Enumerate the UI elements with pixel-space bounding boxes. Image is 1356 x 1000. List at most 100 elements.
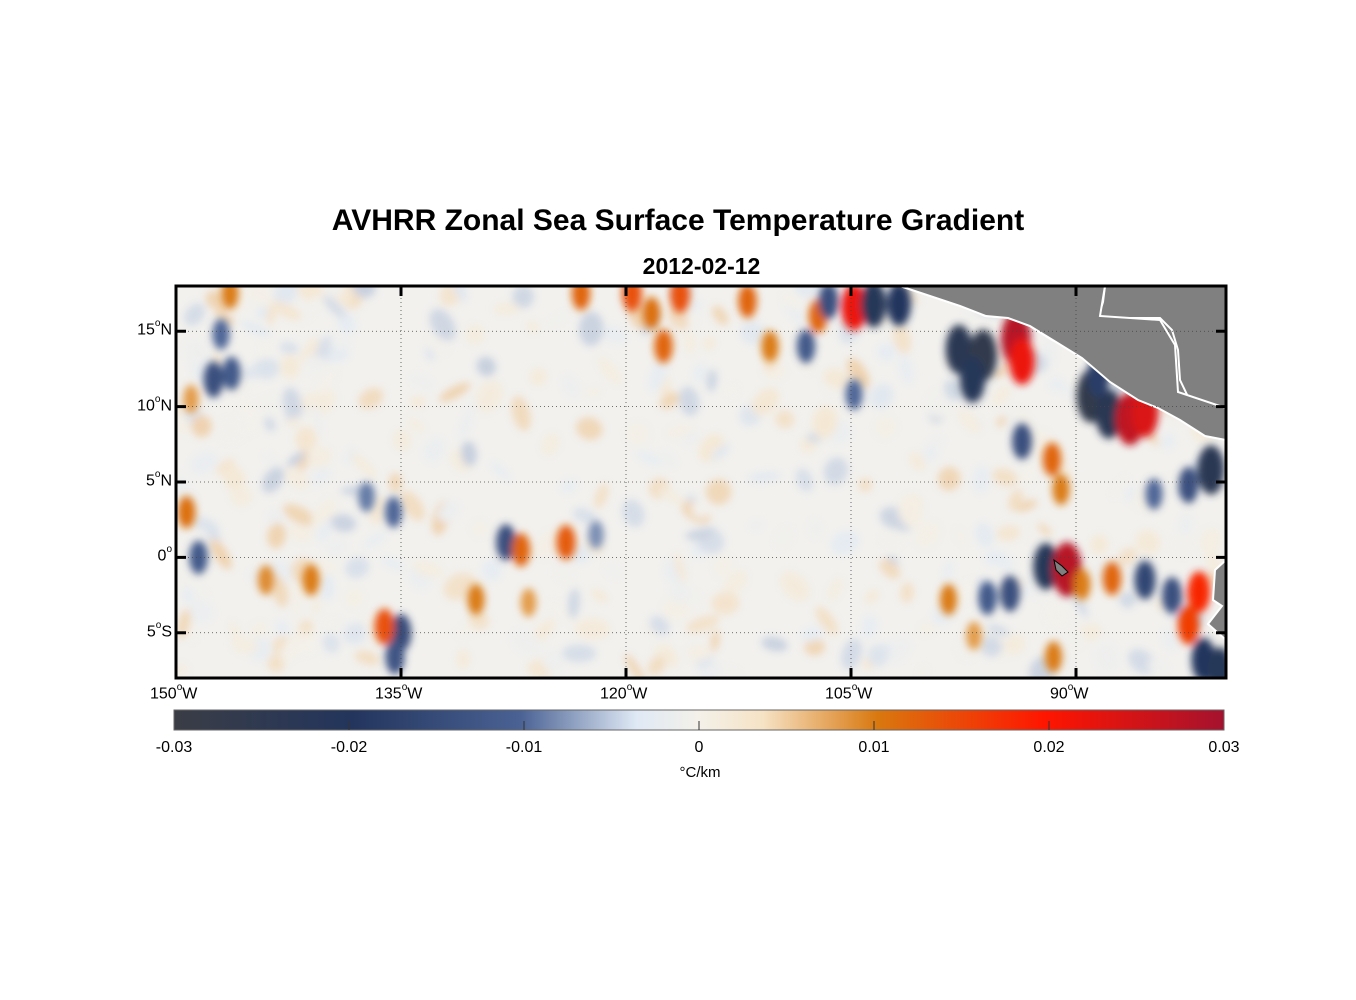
gradient-anomaly <box>511 533 531 567</box>
texture-blob <box>280 354 301 379</box>
tick-hemisphere: S <box>161 623 172 641</box>
texture-blob <box>578 311 604 346</box>
texture-blob <box>223 467 246 491</box>
gradient-anomaly <box>1162 577 1182 614</box>
tick-hemisphere: W <box>182 685 198 703</box>
texture-blob <box>231 637 258 654</box>
texture-blob <box>534 529 563 559</box>
texture-blob <box>1128 648 1155 674</box>
texture-blob <box>801 627 823 642</box>
texture-blob <box>184 303 206 326</box>
texture-blob <box>343 622 369 645</box>
texture-blob <box>1027 574 1044 600</box>
texture-blob <box>262 452 282 471</box>
texture-blob <box>300 295 322 323</box>
texture-blob <box>409 374 435 391</box>
texture-blob <box>311 598 322 615</box>
texture-blob <box>585 387 603 397</box>
texture-blob <box>285 466 309 490</box>
texture-blob <box>571 544 591 563</box>
texture-blob <box>1147 660 1169 673</box>
texture-blob <box>897 495 923 528</box>
gradient-anomaly <box>940 584 957 616</box>
texture-blob <box>531 618 556 644</box>
texture-blob <box>240 321 272 337</box>
y-tick-label: 5oS <box>147 620 172 641</box>
texture-blob <box>603 563 622 579</box>
texture-blob <box>1034 522 1053 537</box>
texture-blob <box>775 410 795 429</box>
texture-blob <box>279 342 299 354</box>
texture-blob <box>1069 586 1089 618</box>
texture-blob <box>189 451 218 475</box>
texture-blob <box>176 419 191 435</box>
gradient-anomaly <box>221 286 239 309</box>
texture-blob <box>329 338 344 350</box>
texture-blob <box>574 618 611 640</box>
texture-blob <box>991 384 1011 407</box>
texture-blob <box>861 615 878 639</box>
tick-hemisphere: W <box>857 685 873 703</box>
texture-blob <box>1025 519 1039 543</box>
texture-blob <box>723 570 748 596</box>
texture-blob <box>526 321 540 334</box>
texture-blob <box>1119 591 1136 608</box>
texture-blob <box>625 421 650 447</box>
gradient-anomaly <box>670 286 690 314</box>
texture-blob <box>253 357 280 380</box>
texture-blob <box>682 430 701 446</box>
degree-symbol: o <box>1067 682 1074 693</box>
texture-blob <box>256 306 270 320</box>
texture-blob <box>1020 463 1038 487</box>
texture-blob <box>468 612 490 630</box>
texture-blob <box>392 429 412 451</box>
gradient-anomaly <box>796 329 816 364</box>
gradient-anomaly <box>1042 442 1062 477</box>
gradient-anomaly <box>520 588 537 617</box>
texture-blob <box>996 525 1021 541</box>
texture-blob <box>830 530 859 555</box>
texture-blob <box>423 437 446 463</box>
texture-blob <box>678 386 700 416</box>
texture-blob <box>541 432 560 456</box>
degree-symbol: o <box>154 469 161 480</box>
texture-blob <box>972 465 991 494</box>
texture-blob <box>888 637 910 663</box>
texture-blob <box>271 301 303 321</box>
texture-blob <box>944 379 962 401</box>
texture-blob <box>1014 499 1038 512</box>
texture-blob <box>975 522 994 548</box>
gradient-anomaly <box>374 608 395 645</box>
texture-blob <box>926 389 950 419</box>
texture-blob <box>559 479 578 493</box>
gridlines <box>176 286 1226 678</box>
texture-blob <box>242 366 259 380</box>
texture-blob <box>1005 634 1025 655</box>
texture-blob <box>601 324 627 345</box>
texture-blob <box>443 572 477 601</box>
texture-blob <box>668 307 689 330</box>
texture-blob <box>648 360 668 393</box>
texture-blob <box>298 619 314 634</box>
gradient-anomaly <box>761 330 779 362</box>
x-tick-label: 90oW <box>1050 682 1089 703</box>
gradient-anomaly <box>1207 647 1226 678</box>
degree-symbol: o <box>176 682 183 693</box>
texture-blob <box>937 466 961 491</box>
tick-hemisphere: W <box>1073 685 1089 703</box>
texture-blob <box>892 323 912 354</box>
texture-blob <box>674 552 686 583</box>
texture-blob <box>266 304 276 326</box>
texture-blob <box>362 531 388 550</box>
texture-blob <box>191 516 219 533</box>
gradient-anomaly <box>183 384 199 414</box>
tick-degrees: 90 <box>1050 685 1068 703</box>
degree-symbol: o <box>166 544 172 556</box>
texture-blob <box>561 374 580 399</box>
gradient-anomaly <box>189 540 208 575</box>
texture-blob <box>437 501 460 522</box>
x-tick-label: 105oW <box>825 682 873 703</box>
texture-blob <box>777 337 795 351</box>
gradient-anomaly <box>556 524 576 560</box>
tick-hemisphere: N <box>160 396 172 414</box>
